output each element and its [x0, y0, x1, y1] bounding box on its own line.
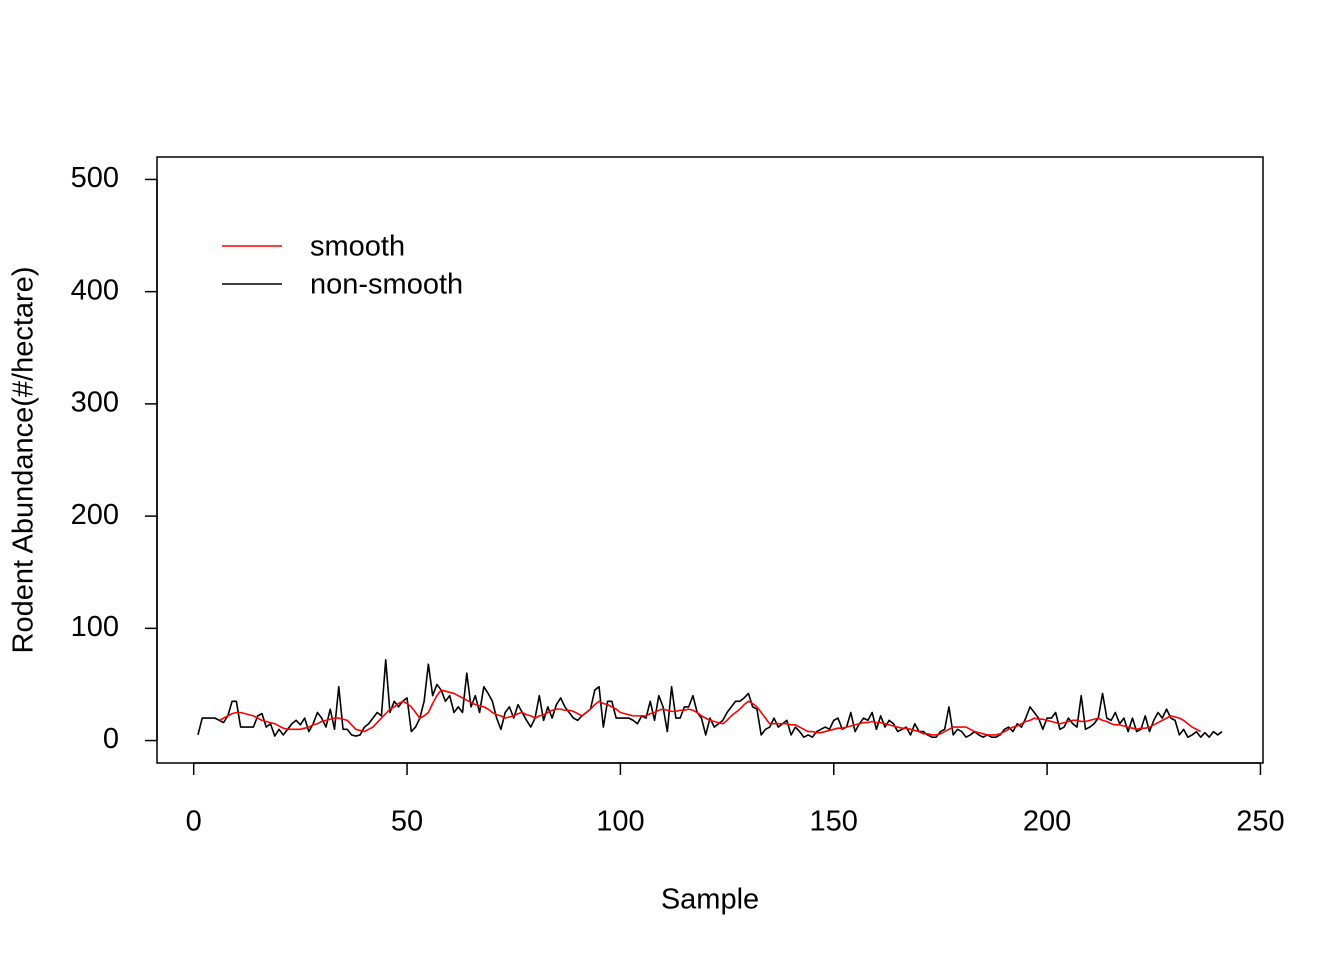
x-tick-label: 100 — [596, 806, 644, 838]
legend-label: smooth — [310, 231, 405, 263]
legend-label: non-smooth — [310, 269, 463, 301]
y-tick-label: 0 — [103, 723, 119, 755]
y-tick-label: 100 — [71, 611, 119, 643]
x-tick-label: 50 — [391, 806, 423, 838]
y-tick-label: 400 — [71, 274, 119, 306]
x-tick-label: 0 — [186, 806, 202, 838]
x-tick-label: 150 — [810, 806, 858, 838]
x-tick-label: 250 — [1236, 806, 1284, 838]
y-axis-label: Rodent Abundance(#/hectare) — [8, 267, 40, 654]
x-tick-label: 200 — [1023, 806, 1071, 838]
series-line — [197, 658, 1223, 738]
y-tick-label: 300 — [71, 387, 119, 419]
y-tick-label: 500 — [71, 162, 119, 194]
y-tick-label: 200 — [71, 499, 119, 531]
x-axis-label: Sample — [661, 884, 759, 916]
series-line — [218, 689, 1202, 736]
